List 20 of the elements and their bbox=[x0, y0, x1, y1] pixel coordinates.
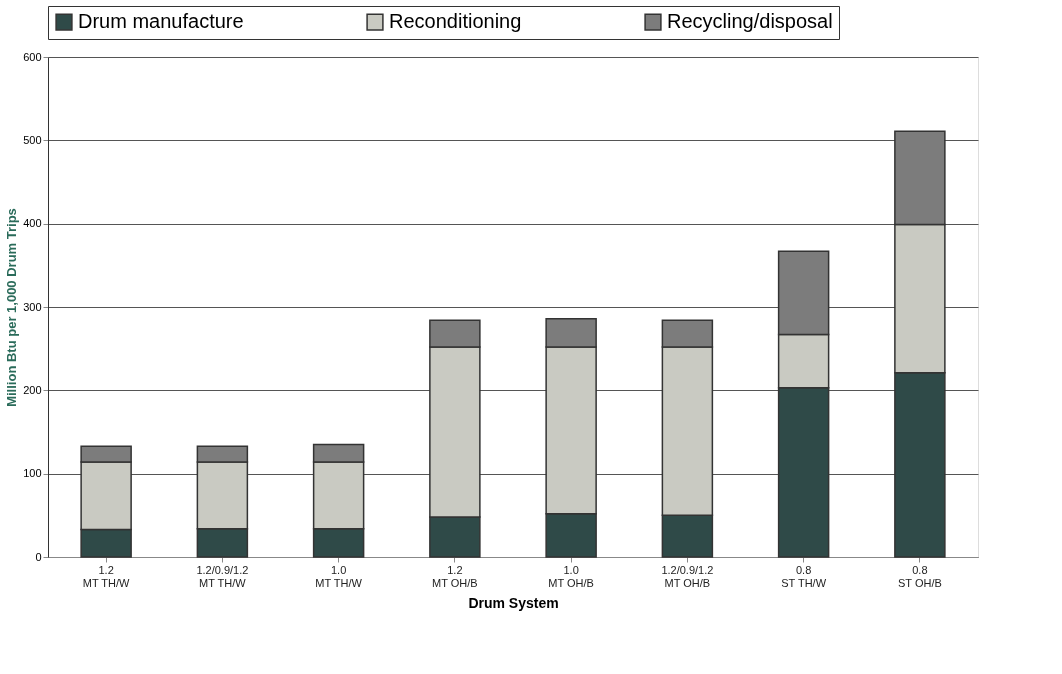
x-tick-label: 1.0 MT OH/B bbox=[548, 563, 594, 589]
x-tick-label: 0.8 ST OH/B bbox=[897, 563, 942, 589]
y-tick-label: 600 bbox=[23, 50, 42, 63]
x-tick-label: 1.0 MT TH/W bbox=[315, 563, 363, 589]
y-tick-label: 300 bbox=[23, 300, 42, 313]
y-tick-label: 200 bbox=[23, 383, 42, 396]
y-tick-label: 0 bbox=[35, 550, 42, 563]
legend-label: Reconditioning bbox=[389, 10, 522, 33]
legend-label: Drum manufacture bbox=[78, 10, 244, 33]
legend-label: Recycling/disposal bbox=[667, 10, 833, 33]
x-axis-title: Drum System bbox=[468, 594, 559, 611]
y-tick-label: 100 bbox=[23, 467, 42, 480]
x-tick-label: 1.2 MT OH/B bbox=[432, 563, 478, 589]
y-tick-label: 400 bbox=[23, 217, 42, 230]
x-tick-label: 1.2/0.9/1.2 MT TH/W bbox=[196, 563, 249, 589]
x-tick-label: 1.2 MT TH/W bbox=[82, 563, 131, 589]
y-tick-label: 500 bbox=[23, 133, 42, 146]
x-tick-label: 1.2/0.9/1.2 MT OH/B bbox=[661, 563, 714, 589]
y-axis-title: Million Btu per 1,000 Drum Trips bbox=[4, 208, 20, 407]
x-tick-label: 0.8 ST TH/W bbox=[781, 563, 827, 589]
